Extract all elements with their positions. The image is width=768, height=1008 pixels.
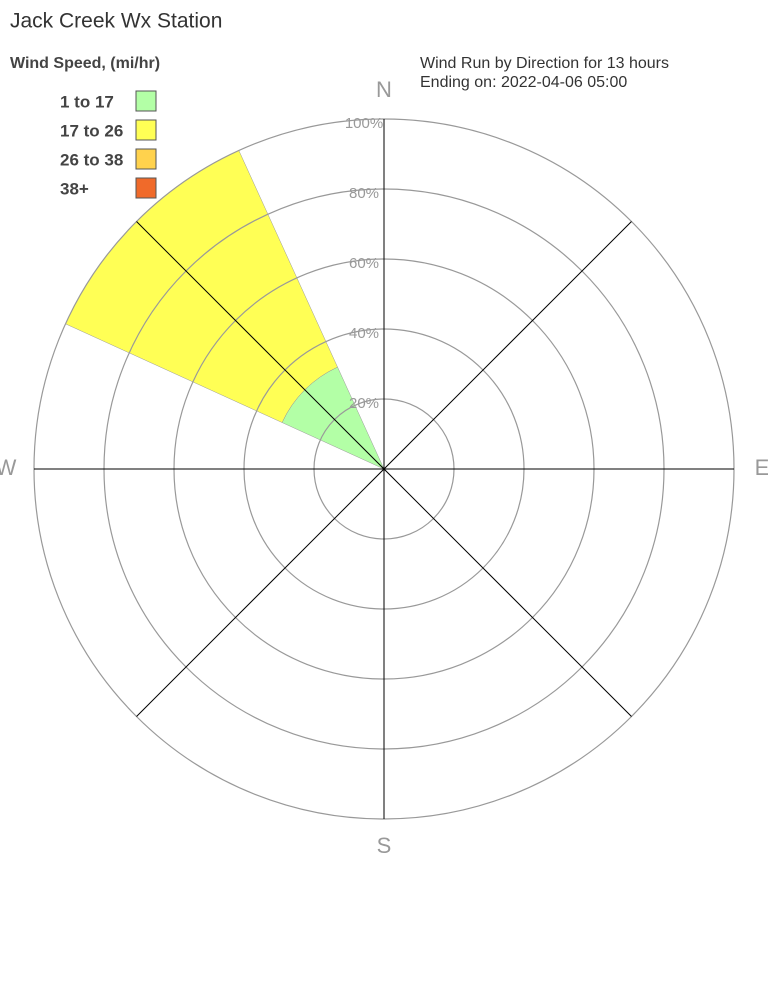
compass-label: W	[0, 455, 17, 480]
ring-label: 20%	[349, 395, 379, 412]
compass-label: N	[376, 77, 392, 102]
legend-label: 1 to 17	[60, 92, 114, 111]
compass-label: S	[377, 833, 392, 858]
compass-label: E	[755, 455, 768, 480]
legend-title: Wind Speed, (mi/hr)	[10, 55, 160, 72]
legend-swatch	[135, 177, 157, 199]
chart-title: Jack Creek Wx Station	[10, 10, 222, 33]
legend-swatch	[135, 148, 157, 170]
subtitle: Ending on: 2022-04-06 05:00	[420, 74, 627, 91]
ring-label: 60%	[349, 255, 379, 272]
subtitle: Wind Run by Direction for 13 hours	[420, 55, 669, 72]
legend-label: 17 to 26	[60, 121, 123, 140]
legend-label: 38+	[60, 179, 89, 198]
legend-swatch	[135, 119, 157, 141]
ring-label: 80%	[349, 185, 379, 202]
spoke	[136, 221, 632, 717]
legend-label: 26 to 38	[60, 150, 123, 169]
legend-swatch	[135, 90, 157, 112]
ring-label: 40%	[349, 325, 379, 342]
ring-label: 100%	[345, 115, 383, 132]
